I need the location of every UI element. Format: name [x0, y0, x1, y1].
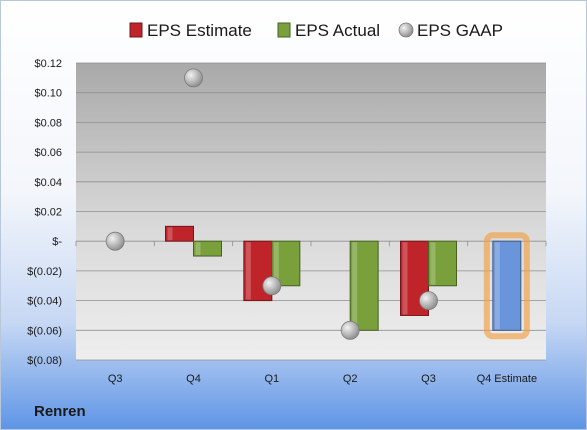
legend-label: EPS Estimate [147, 21, 252, 40]
x-tick-label: Q4 Estimate [477, 373, 538, 385]
x-tick-label: Q1 [264, 373, 279, 385]
eps-actual-bar-shine [352, 242, 358, 330]
y-tick-label: $(0.02) [27, 266, 62, 278]
y-tick-label: $0.12 [34, 58, 62, 70]
forecast-highlight [483, 232, 530, 340]
eps-gaap-point [184, 68, 203, 88]
y-tick-label: $0.02 [34, 207, 62, 219]
eps-forecast-bar-shine [494, 242, 500, 330]
company-name: Renren [34, 403, 86, 420]
eps-actual-bar [349, 240, 379, 331]
eps-actual-bar [193, 240, 222, 257]
y-tick-label: $(0.08) [27, 355, 62, 367]
x-tick-label: Q4 [186, 373, 201, 385]
y-tick-label: $(0.06) [27, 325, 62, 337]
legend-label: EPS Actual [295, 21, 380, 40]
eps-forecast-bar [492, 240, 522, 331]
eps-gaap-point [262, 276, 282, 296]
eps-estimate-bar-shine [245, 242, 251, 300]
y-tick-label: $0.08 [34, 117, 62, 129]
y-tick-label: $0.06 [34, 147, 62, 159]
eps-estimate-bar-shine [167, 227, 173, 241]
x-tick-label: Q2 [343, 373, 358, 385]
y-tick-label: $0.04 [34, 177, 62, 189]
y-tick-label: $(0.04) [27, 296, 62, 308]
x-tick-label: Q3 [108, 373, 123, 385]
y-tick-label: $0.10 [34, 88, 62, 100]
legend-swatch-0 [129, 22, 143, 38]
eps-gaap-point [419, 291, 438, 311]
eps-estimate-bar [165, 225, 194, 242]
eps-actual-bar-shine [273, 242, 279, 285]
x-tick-label: Q3 [421, 373, 436, 385]
legend-label: EPS GAAP [417, 21, 503, 40]
legend-swatch-2 [398, 22, 414, 38]
eps-gaap-point [105, 231, 125, 251]
eps-actual-bar [428, 240, 457, 287]
legend-swatch-1 [277, 22, 291, 38]
eps-actual-bar-shine [430, 242, 436, 285]
y-tick-label: $- [52, 236, 62, 248]
eps-estimate-bar-shine [402, 242, 408, 315]
eps-actual-bar-shine [195, 242, 201, 256]
eps-gaap-point [340, 320, 360, 340]
